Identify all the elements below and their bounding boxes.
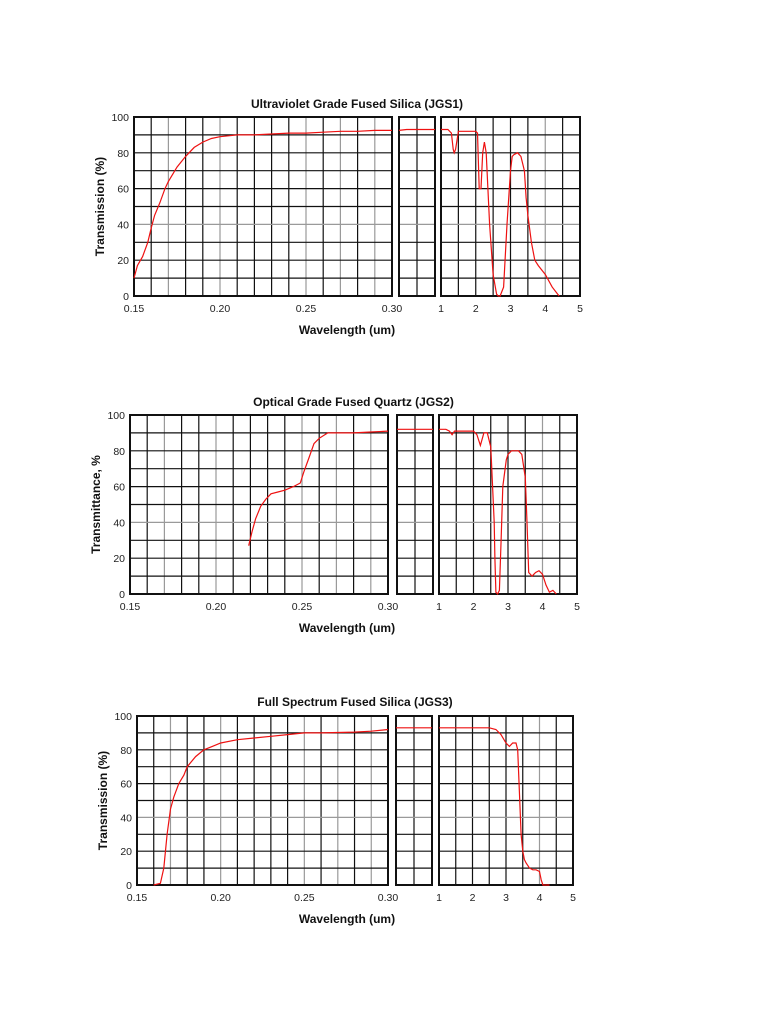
- plot-panel-2: [398, 116, 436, 297]
- x-tick-label: 2: [471, 601, 477, 613]
- transmission-curve: [133, 129, 392, 279]
- x-tick-label: 5: [570, 892, 576, 904]
- transmission-curve: [153, 728, 389, 886]
- y-tick-label: 80: [120, 745, 132, 757]
- y-tick-label: 40: [117, 219, 129, 231]
- y-tick-label: 60: [117, 184, 129, 196]
- y-tick-label: 60: [120, 779, 132, 791]
- x-tick-label: 4: [542, 303, 548, 315]
- x-tick-label: 0.20: [206, 601, 227, 613]
- y-tick-label: 0: [126, 880, 132, 892]
- plot-panel-1: 0.15 0.20 0.25 0.30: [120, 414, 399, 613]
- x-tick-label: 0.15: [127, 892, 148, 904]
- x-tick-label: 0.30: [378, 892, 399, 904]
- chart-svg: Ultraviolet Grade Fused Silica (JGS1) Tra…: [93, 97, 583, 337]
- plot-panel-1: 0.15 0.20 0.25 0.30: [124, 116, 403, 315]
- y-axis-label: Transmittance, %: [89, 455, 103, 554]
- x-tick-label: 0.25: [296, 303, 317, 315]
- chart-svg: Full Spectrum Fused Silica (JGS3) Transmi…: [96, 695, 576, 926]
- x-tick-label: 0.15: [120, 601, 141, 613]
- x-tick-label: 4: [540, 601, 546, 613]
- y-tick-label: 60: [113, 482, 125, 494]
- transmission-curve: [248, 430, 389, 546]
- x-tick-label: 1: [436, 601, 442, 613]
- plot-panel-2: [396, 414, 434, 595]
- y-tick-label: 0: [119, 589, 125, 601]
- transmission-curve: [439, 428, 557, 596]
- y-tick-label: 20: [113, 553, 125, 565]
- x-tick-label: 3: [508, 303, 514, 315]
- transmission-curve: [439, 727, 550, 886]
- y-tick-label: 20: [120, 846, 132, 858]
- y-axis-label: Transmission (%): [93, 157, 107, 256]
- y-tick-label: 0: [123, 291, 129, 303]
- x-tick-label: 5: [574, 601, 580, 613]
- y-axis-label: Transmission (%): [96, 751, 110, 850]
- x-tick-label: 0.20: [210, 303, 231, 315]
- x-tick-label: 0.15: [124, 303, 145, 315]
- plot-panel-3: 1 2 3 4 5: [436, 715, 576, 904]
- x-tick-label: 0.30: [378, 601, 399, 613]
- x-tick-label: 0.20: [210, 892, 231, 904]
- x-tick-label: 0.25: [294, 892, 315, 904]
- y-tick-label: 20: [117, 255, 129, 267]
- x-tick-label: 1: [436, 892, 442, 904]
- x-axis-label: Wavelength (um): [299, 912, 395, 926]
- y-tick-label: 40: [120, 812, 132, 824]
- plot-panel-3: 1 2 3 4 5: [438, 116, 583, 315]
- y-tick-label: 80: [113, 446, 125, 458]
- transmission-curve: [398, 128, 435, 131]
- x-tick-label: 0.25: [292, 601, 313, 613]
- x-tick-label: 1: [438, 303, 444, 315]
- y-tick-label: 40: [113, 517, 125, 529]
- x-tick-label: 2: [473, 303, 479, 315]
- chart-svg: Optical Grade Fused Quartz (JGS2) Transmi…: [89, 395, 580, 635]
- x-axis-label: Wavelength (um): [299, 621, 395, 635]
- x-tick-label: 3: [503, 892, 509, 904]
- x-tick-label: 4: [537, 892, 543, 904]
- chart-title: Optical Grade Fused Quartz (JGS2): [253, 395, 454, 409]
- x-tick-label: 0.30: [382, 303, 403, 315]
- x-tick-label: 5: [577, 303, 583, 315]
- chart-title: Full Spectrum Fused Silica (JGS3): [257, 695, 452, 709]
- y-tick-label: 100: [114, 711, 132, 723]
- plot-panel-3: 1 2 3 4 5: [436, 414, 580, 613]
- x-axis-label: Wavelength (um): [299, 323, 395, 337]
- y-tick-label: 80: [117, 148, 129, 160]
- chart-title: Ultraviolet Grade Fused Silica (JGS1): [251, 97, 463, 111]
- y-tick-label: 100: [111, 112, 129, 124]
- y-tick-label: 100: [107, 410, 125, 422]
- plot-panel-1: 0.15 0.20 0.25 0.30: [127, 715, 399, 904]
- plot-panel-2: [395, 715, 433, 886]
- transmission-curve: [441, 128, 560, 297]
- x-tick-label: 3: [505, 601, 511, 613]
- x-tick-label: 2: [470, 892, 476, 904]
